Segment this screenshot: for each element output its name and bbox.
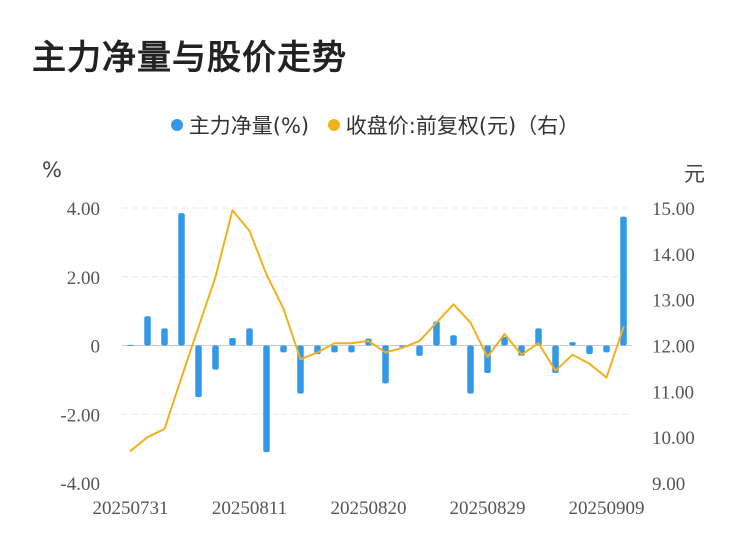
bar xyxy=(263,345,270,453)
bar xyxy=(212,345,219,370)
bar xyxy=(331,345,338,353)
bar xyxy=(280,345,287,353)
x-tick-label: 20250731 xyxy=(93,498,169,519)
y-right-tick-label: 14.00 xyxy=(652,245,695,266)
legend-item-net-volume[interactable]: 主力净量(%) xyxy=(170,110,310,140)
y-right-tick-label: 15.00 xyxy=(652,199,695,220)
bar xyxy=(484,345,491,373)
price-line xyxy=(129,209,625,452)
y-right-tick-label: 12.00 xyxy=(652,337,695,358)
chart-legend: 主力净量(%) 收盘价:前复权(元)（右） xyxy=(0,110,750,140)
bar xyxy=(246,328,253,346)
right-axis-unit: 元 xyxy=(684,162,705,186)
y-right-tick-label: 10.00 xyxy=(652,428,695,449)
bar xyxy=(501,336,508,346)
axis-layer: 4.00 2.00 0 -2.00 -4.00 15.00 14.00 13.00 12.00 1… xyxy=(60,199,694,519)
bar xyxy=(586,345,593,355)
bar xyxy=(535,328,542,346)
bar xyxy=(348,345,355,353)
x-tick-label: 20250829 xyxy=(450,498,526,519)
y-left-tick-label: -2.00 xyxy=(60,405,100,426)
bar-layer xyxy=(127,213,627,453)
y-right-tick-label: 13.00 xyxy=(652,291,695,312)
bar xyxy=(467,345,474,394)
y-left-tick-label: 0 xyxy=(91,337,101,358)
legend-label-close-price: 收盘价:前复权(元)（右） xyxy=(345,114,580,138)
y-right-tick-label: 11.00 xyxy=(652,382,694,403)
bar xyxy=(178,213,185,346)
bar xyxy=(603,345,610,353)
bar xyxy=(127,344,134,346)
legend-item-close-price[interactable]: 收盘价:前复权(元)（右） xyxy=(327,110,580,140)
legend-bar-marker xyxy=(170,119,183,131)
chart-title: 主力净量与股价走势 xyxy=(32,38,347,78)
bar xyxy=(161,328,168,346)
x-tick-label: 20250909 xyxy=(569,498,645,519)
bar xyxy=(552,345,559,373)
bar xyxy=(195,345,202,398)
bar xyxy=(229,337,236,346)
legend-label-net-volume: 主力净量(%) xyxy=(188,114,310,138)
y-right-tick-label: 9.00 xyxy=(652,474,685,495)
x-tick-label: 20250820 xyxy=(331,498,407,519)
bar xyxy=(144,316,151,346)
y-left-tick-label: -4.00 xyxy=(60,474,100,495)
x-tick-label: 20250811 xyxy=(212,498,287,519)
bar xyxy=(569,342,576,346)
bar xyxy=(620,216,627,346)
y-left-tick-label: 4.00 xyxy=(67,199,100,220)
bar xyxy=(450,335,457,346)
left-axis-unit: % xyxy=(42,158,62,182)
y-left-tick-label: 2.00 xyxy=(67,268,100,289)
line-layer xyxy=(129,209,625,452)
bar xyxy=(416,345,423,356)
legend-line-marker xyxy=(327,119,340,131)
bar xyxy=(382,345,389,384)
bar xyxy=(433,321,440,346)
